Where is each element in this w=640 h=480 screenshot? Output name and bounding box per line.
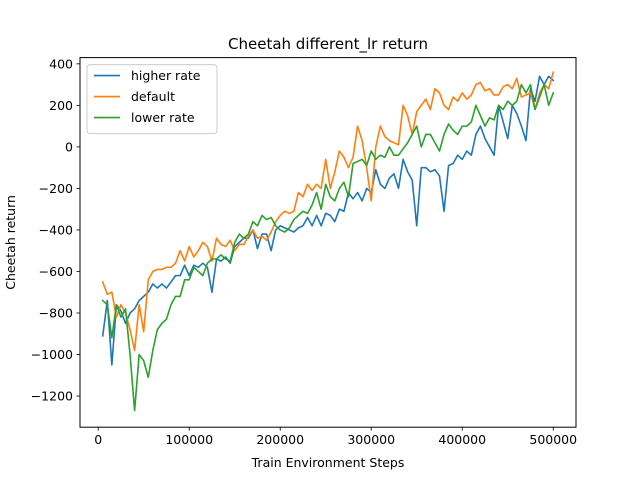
x-axis-label: Train Environment Steps — [251, 455, 405, 470]
chart-title: Cheetah different_lr return — [228, 35, 428, 54]
axis-ticks: 0 100000 200000 300000 400000 500000 −1200 −100… — [31, 56, 577, 447]
series-line-lower-rate — [101, 83, 555, 412]
x-tick-label: 400000 — [438, 432, 486, 447]
y-tick-label: 200 — [49, 98, 73, 113]
y-tick-label: 0 — [65, 139, 73, 154]
y-tick-label: −400 — [39, 222, 73, 237]
x-tick-label: 500000 — [529, 432, 577, 447]
legend: higher rate default lower rate — [86, 64, 218, 135]
y-tick-label: −200 — [39, 181, 73, 196]
y-tick-label: −1000 — [31, 347, 73, 362]
y-tick-label: 400 — [49, 56, 73, 71]
x-tick-label: 100000 — [165, 432, 213, 447]
x-tick-label: 200000 — [256, 432, 304, 447]
series-line-higher-rate — [101, 75, 555, 366]
y-tick-label: −800 — [39, 305, 73, 320]
legend-label-lower-rate: lower rate — [131, 110, 195, 125]
series-line-default — [101, 71, 555, 352]
series-lines — [101, 71, 555, 412]
legend-box — [86, 64, 218, 135]
y-tick-label: −600 — [39, 264, 73, 279]
x-tick-label: 0 — [94, 432, 102, 447]
plot-border — [79, 57, 577, 428]
x-tick-label: 300000 — [347, 432, 395, 447]
legend-label-default: default — [131, 89, 175, 104]
legend-label-higher-rate: higher rate — [131, 68, 201, 83]
y-tick-label: −1200 — [31, 389, 73, 404]
y-axis-label: Cheetah return — [3, 195, 18, 290]
